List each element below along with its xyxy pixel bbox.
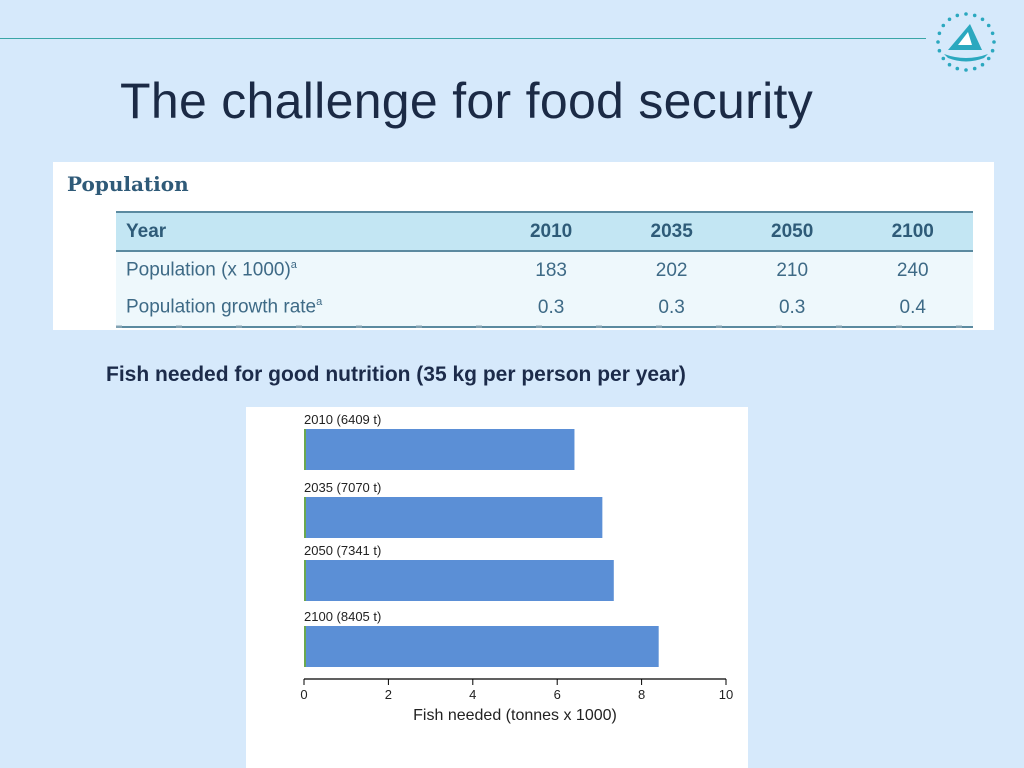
bar-baseline-marker	[304, 560, 306, 601]
bar-baseline-marker	[304, 429, 306, 470]
organization-logo-icon	[936, 12, 996, 72]
footnote-marker: a	[290, 259, 297, 272]
slide-title: The challenge for food security	[120, 73, 814, 129]
row-label: Population (x 1000)a	[116, 251, 491, 289]
row-label-text: Population growth rate	[126, 296, 317, 318]
table-heading: Population	[67, 172, 189, 196]
x-axis-label: Fish needed (tonnes x 1000)	[413, 707, 617, 724]
table-row: Population (x 1000)a 183 202 210 240	[116, 251, 973, 289]
x-tick-label: 4	[469, 687, 476, 702]
bar-baseline-marker	[304, 626, 306, 667]
population-table-panel: Population Year 2010 2035 2050 2100 Popu…	[53, 162, 994, 330]
table-cell: 210	[776, 259, 809, 281]
bar	[304, 560, 614, 601]
table-cell: 0.3	[611, 289, 732, 328]
column-header: Year	[116, 211, 491, 252]
table-cell: 0.4	[852, 289, 973, 328]
bar-category-label: 2100 (8405 t)	[304, 609, 381, 624]
fish-needed-chart: 2010 (6409 t) 2035 (7070 t) 2050 (7341 t) 2…	[300, 412, 733, 724]
footnote-marker: a	[316, 296, 323, 309]
column-header: 2100	[852, 211, 973, 252]
bar-category-label: 2050 (7341 t)	[304, 543, 381, 558]
column-header: 2010	[490, 211, 612, 252]
table-cell: 202	[655, 259, 688, 281]
x-tick-label: 0	[300, 687, 307, 702]
bar-baseline-marker	[304, 497, 306, 538]
row-label-text: Population (x 1000)	[126, 259, 291, 281]
table-cell: 183	[535, 259, 567, 281]
x-tick-label: 8	[638, 687, 645, 702]
bar	[304, 429, 575, 470]
table-row: Population growth ratea 0.3 0.3 0.3 0.4	[116, 289, 973, 328]
bar-category-label: 2035 (7070 t)	[304, 480, 381, 495]
header-rule	[0, 38, 926, 39]
table-cell: 0.3	[731, 289, 853, 328]
cropped-text-edge	[116, 325, 973, 328]
table-cell: 0.3	[490, 289, 612, 328]
column-header: 2050	[731, 211, 853, 252]
chart-panel: 2010 (6409 t) 2035 (7070 t) 2050 (7341 t) 2…	[246, 407, 748, 768]
x-tick-label: 2	[385, 687, 392, 702]
table-header-row: Year 2010 2035 2050 2100	[116, 211, 973, 252]
chart-subheading: Fish needed for good nutrition (35 kg pe…	[106, 363, 686, 386]
row-label: Population growth ratea	[116, 289, 491, 328]
x-tick-label: 6	[554, 687, 561, 702]
column-header: 2035	[611, 211, 732, 252]
x-tick-label: 10	[719, 687, 733, 702]
bar	[304, 497, 603, 538]
table-cell: 240	[896, 259, 929, 281]
bar-category-label: 2010 (6409 t)	[304, 412, 381, 427]
bar	[304, 626, 659, 667]
population-table: Year 2010 2035 2050 2100 Population (x 1…	[116, 211, 973, 328]
